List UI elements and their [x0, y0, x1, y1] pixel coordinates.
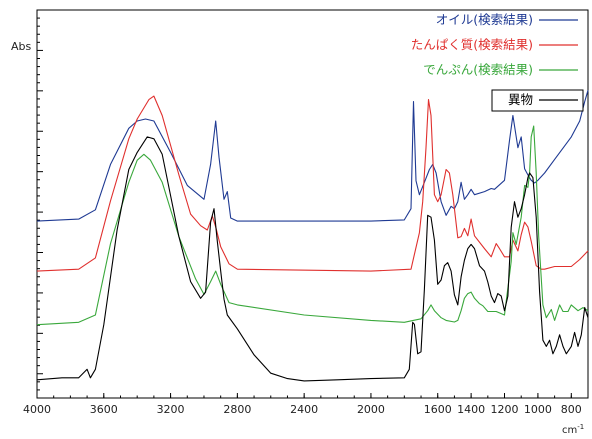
x-axis-unit: cm [562, 425, 577, 436]
x-tick-label: 1600 [424, 403, 452, 416]
y-axis-ticks [37, 9, 43, 399]
x-axis-label: cm-1 [562, 423, 584, 436]
x-tick-label: 1400 [457, 403, 485, 416]
x-tick-label: 2400 [290, 403, 318, 416]
x-tick-label: 3200 [157, 403, 185, 416]
x-tick-label: 800 [561, 403, 582, 416]
x-tick-label: 2000 [357, 403, 385, 416]
x-tick-label: 1200 [491, 403, 519, 416]
legend-label-3: 異物 [508, 92, 533, 107]
x-tick-label: 2800 [223, 403, 251, 416]
series-line-1 [36, 95, 589, 272]
spectrum-series [36, 90, 589, 382]
x-tick-label: 4000 [23, 403, 51, 416]
y-axis-label: Abs [11, 40, 32, 53]
x-axis-unit-exponent: -1 [577, 423, 584, 431]
legend-label-0: オイル(検索結果) [436, 12, 533, 27]
x-axis-ticks: 4000 3600 3200 2800 2400 2000 1600 1400 1200 1000… [23, 393, 589, 416]
legend-box [491, 89, 584, 112]
legend-label-2: でんぷん(検索結果) [423, 62, 533, 77]
legend-label-1: たんぱく質(検索結果) [411, 37, 533, 52]
series-line-0 [36, 90, 589, 222]
chart-axes: 4000 3600 3200 2800 2400 2000 1600 1400 1200 1000… [23, 9, 589, 416]
legend: オイル(検索結果) たんぱく質(検索結果) でんぷん(検索結果) 異物 [411, 12, 584, 112]
x-tick-label: 3600 [90, 403, 118, 416]
series-line-3 [36, 136, 589, 382]
series-line-2 [36, 125, 589, 326]
x-tick-label: 1000 [524, 403, 552, 416]
